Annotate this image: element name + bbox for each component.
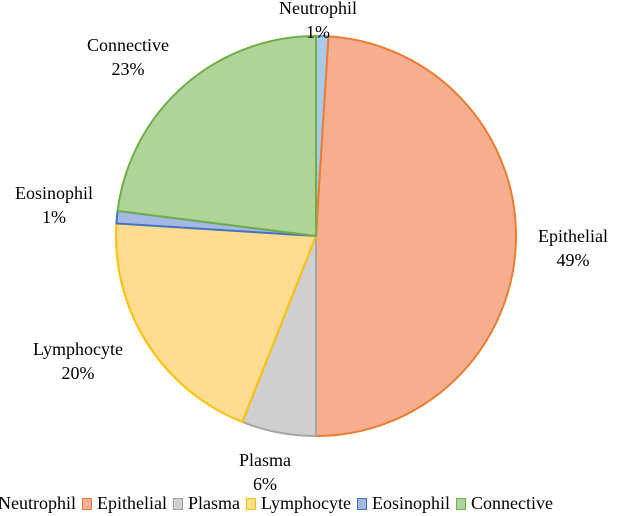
- legend-label: Plasma: [187, 493, 240, 513]
- data-label-value-connective: 23%: [112, 59, 145, 79]
- legend-label: Lymphocyte: [260, 493, 351, 513]
- data-label-value-neutrophil: 1%: [306, 22, 330, 42]
- data-label-value-plasma: 6%: [253, 474, 277, 494]
- legend-item-lymphocyte: Lymphocyte: [245, 493, 351, 514]
- legend-label: Connective: [470, 493, 553, 513]
- legend: Neutrophil Epithelial Plasma Lymphocyte Eosi…: [0, 493, 559, 514]
- data-label-name-epithelial: Epithelial: [538, 226, 608, 246]
- legend-item-neutrophil: Neutrophil: [0, 493, 76, 514]
- data-label-name-lymphocyte: Lymphocyte: [33, 339, 123, 359]
- data-label-value-lymphocyte: 20%: [62, 363, 95, 383]
- data-label-value-eosinophil: 1%: [42, 207, 66, 227]
- slice-epithelial: [315, 35, 517, 437]
- slice-lymphocyte: [115, 222, 317, 423]
- legend-item-plasma: Plasma: [172, 493, 240, 514]
- data-label-name-neutrophil: Neutrophil: [279, 0, 357, 18]
- legend-label: Epithelial: [97, 493, 167, 513]
- legend-swatch: [356, 497, 367, 510]
- legend-item-connective: Connective: [455, 493, 553, 514]
- legend-swatch: [245, 497, 256, 510]
- legend-label: Eosinophil: [371, 493, 450, 513]
- legend-label: Neutrophil: [0, 493, 76, 513]
- slice-connective: [116, 35, 317, 237]
- legend-swatch: [82, 497, 92, 510]
- legend-swatch: [455, 497, 466, 510]
- legend-item-eosinophil: Eosinophil: [356, 493, 450, 514]
- legend-swatch: [172, 497, 183, 510]
- data-label-value-epithelial: 49%: [557, 250, 590, 270]
- data-label-name-connective: Connective: [87, 35, 169, 55]
- legend-item-epithelial: Epithelial: [82, 493, 167, 514]
- data-label-name-plasma: Plasma: [239, 450, 291, 470]
- data-label-name-eosinophil: Eosinophil: [15, 183, 93, 203]
